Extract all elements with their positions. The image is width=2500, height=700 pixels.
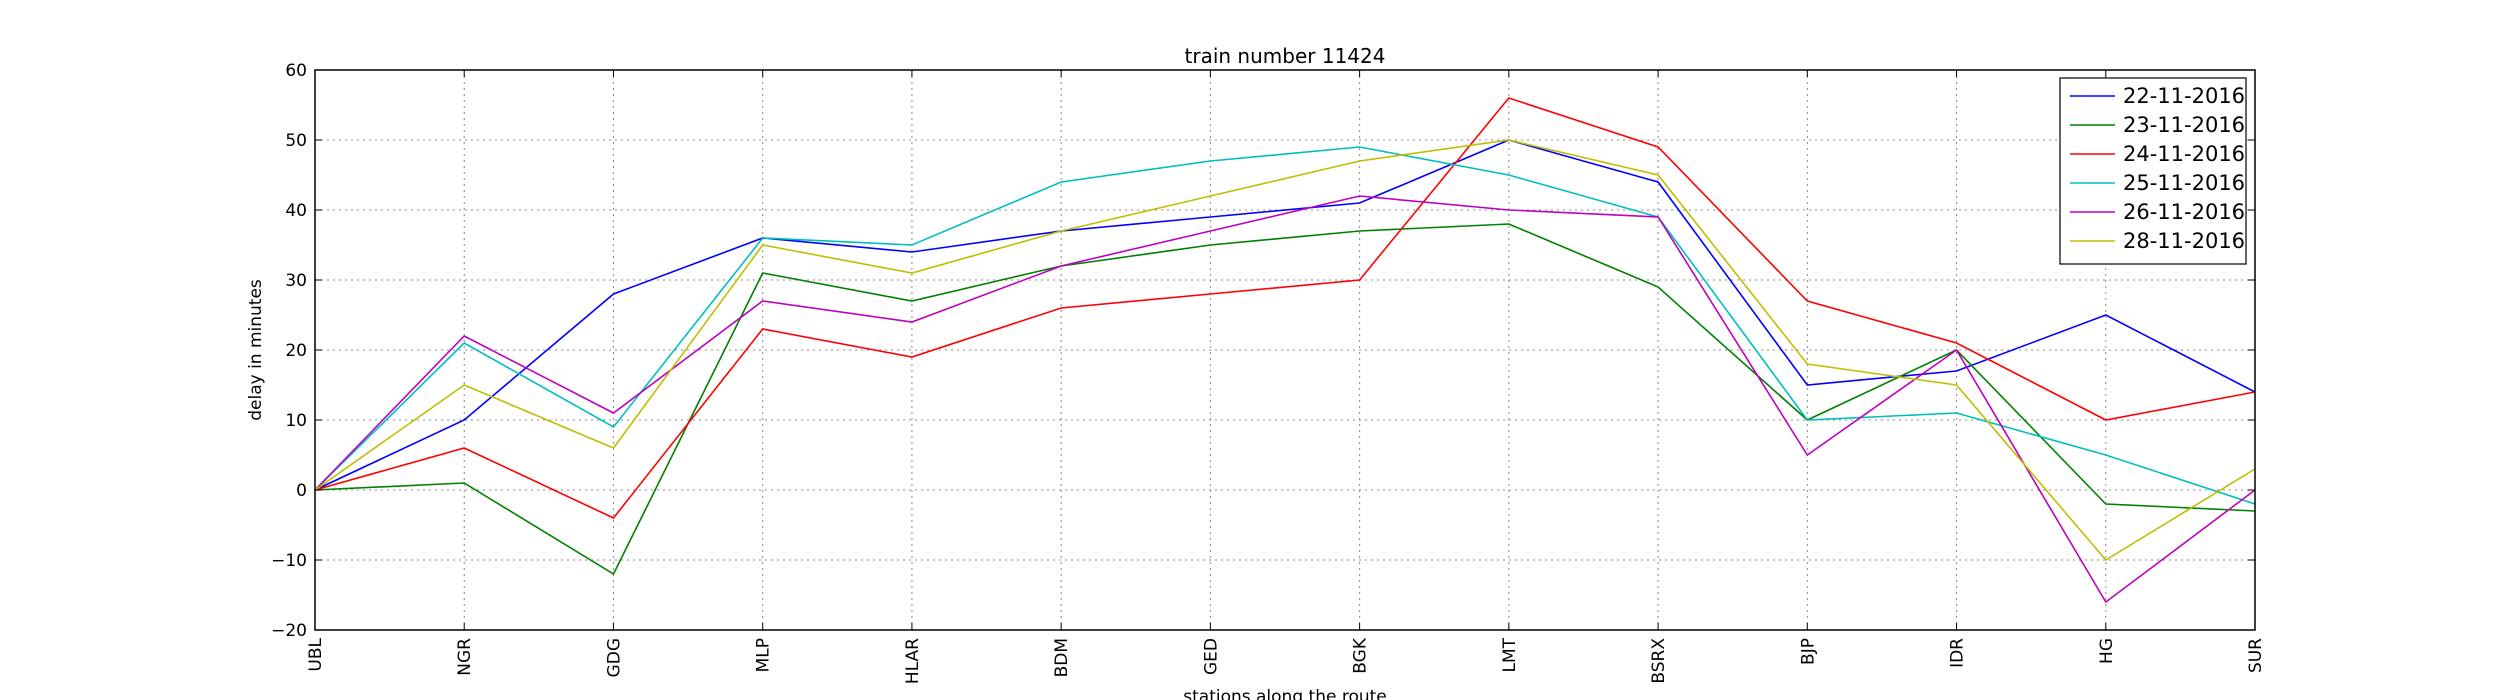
- legend-entry: 25-11-2016: [2123, 171, 2245, 195]
- y-tick-label: 10: [285, 411, 307, 431]
- series-line-23-11-2016: [314, 223, 2256, 576]
- legend-entry: 24-11-2016: [2123, 142, 2245, 166]
- y-axis-ticks: −20 −10 0 10 20 30 40 50 60: [271, 61, 2255, 641]
- x-tick-label: HG: [2097, 638, 2117, 664]
- x-axis-ticks: UBL NGR GDG MLP HLAR BDM GED BGK LMT BSRX BJP IDR HG…: [306, 70, 2266, 684]
- y-tick-label: 20: [285, 341, 307, 361]
- y-tick-label: 0: [296, 481, 307, 501]
- series-lines: [314, 97, 2256, 604]
- x-tick-label: UBL: [306, 637, 326, 671]
- legend-entry: 28-11-2016: [2123, 229, 2245, 253]
- series-line-26-11-2016: [314, 195, 2256, 604]
- y-tick-label: 50: [285, 131, 307, 151]
- y-tick-label: −20: [271, 621, 307, 641]
- y-tick-label: 40: [285, 201, 307, 221]
- x-tick-label: GED: [1201, 638, 1221, 675]
- y-tick-label: 30: [285, 271, 307, 291]
- series-line-22-11-2016: [314, 139, 2256, 491]
- chart-title: train number 11424: [1185, 44, 1386, 68]
- x-tick-label: LMT: [1500, 637, 1520, 672]
- x-tick-label: GDG: [604, 638, 624, 677]
- legend-entry: 23-11-2016: [2123, 113, 2245, 137]
- y-tick-label: −10: [271, 551, 307, 571]
- x-tick-label: MLP: [754, 638, 774, 672]
- x-tick-label: NGR: [455, 638, 475, 676]
- x-tick-label: BDM: [1052, 638, 1072, 677]
- legend: 22-11-2016 23-11-2016 24-11-2016 25-11-2016…: [2059, 77, 2247, 265]
- legend-box: [2059, 77, 2247, 265]
- x-tick-label: BGK: [1351, 637, 1371, 674]
- x-tick-label: BSRX: [1649, 638, 1669, 684]
- legend-entry: 26-11-2016: [2123, 200, 2245, 224]
- series-line-28-11-2016: [314, 139, 2256, 562]
- y-tick-label: 60: [285, 61, 307, 81]
- y-axis-label: delay in minutes: [246, 279, 266, 421]
- legend-entry: 22-11-2016: [2123, 84, 2245, 108]
- series-line-24-11-2016: [314, 97, 2256, 519]
- x-axis-label: stations along the route: [1183, 687, 1387, 700]
- x-tick-label: HLAR: [903, 638, 923, 684]
- x-tick-label: BJP: [1798, 638, 1818, 665]
- series-line-25-11-2016: [314, 146, 2256, 505]
- x-tick-label: SUR: [2246, 638, 2266, 673]
- x-tick-label: IDR: [1948, 638, 1968, 668]
